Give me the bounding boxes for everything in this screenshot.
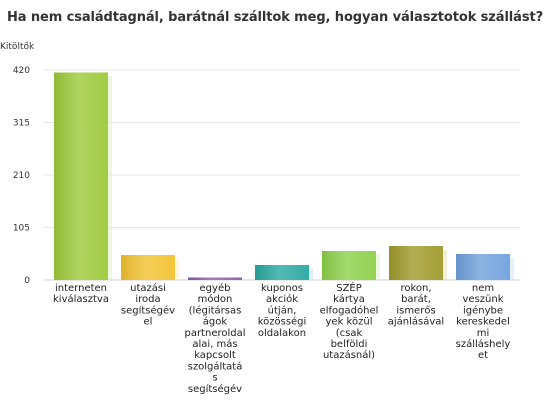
bar: [188, 277, 242, 280]
y-tick-label: 105: [13, 224, 30, 234]
y-tick-label: 315: [13, 119, 30, 129]
x-tick-label: rokon, barát, ismerős ajánlásával: [388, 283, 444, 328]
grid: [44, 69, 520, 281]
bar: [255, 265, 309, 280]
bar: [121, 255, 175, 280]
y-tick-label: 210: [13, 171, 30, 181]
y-axis-label: Kitöltők: [0, 42, 35, 52]
x-tick-label: utazási iroda segítségév el: [121, 282, 175, 328]
y-tick-label: 420: [13, 66, 30, 76]
bar: [322, 251, 376, 280]
chart-title: Ha nem családtagnál, barátnál szálltok m…: [6, 10, 544, 25]
x-tick-label: kuponos akciók útján, közösségi oldalakon: [258, 283, 307, 339]
x-tick-label: interneten kiválasztva: [53, 283, 109, 305]
y-tick-label: 0: [24, 276, 30, 286]
bars: [54, 72, 514, 280]
x-labels: interneten kiválasztva utazási iroda segítsé…: [53, 281, 510, 395]
x-tick-label: nem veszünk igénybe kereskedel mi szálláshely…: [456, 283, 511, 361]
bar: [54, 72, 108, 280]
x-tick-label: egyéb módon (légitársas ágok partneroldal ala…: [184, 282, 245, 395]
bar: [456, 254, 510, 280]
bar: [389, 246, 443, 280]
y-ticks: 0 105 210 315 420: [13, 66, 30, 286]
x-tick-label: SZÉP kártya elfogadóhel yek közül (csak belfö…: [320, 281, 379, 361]
